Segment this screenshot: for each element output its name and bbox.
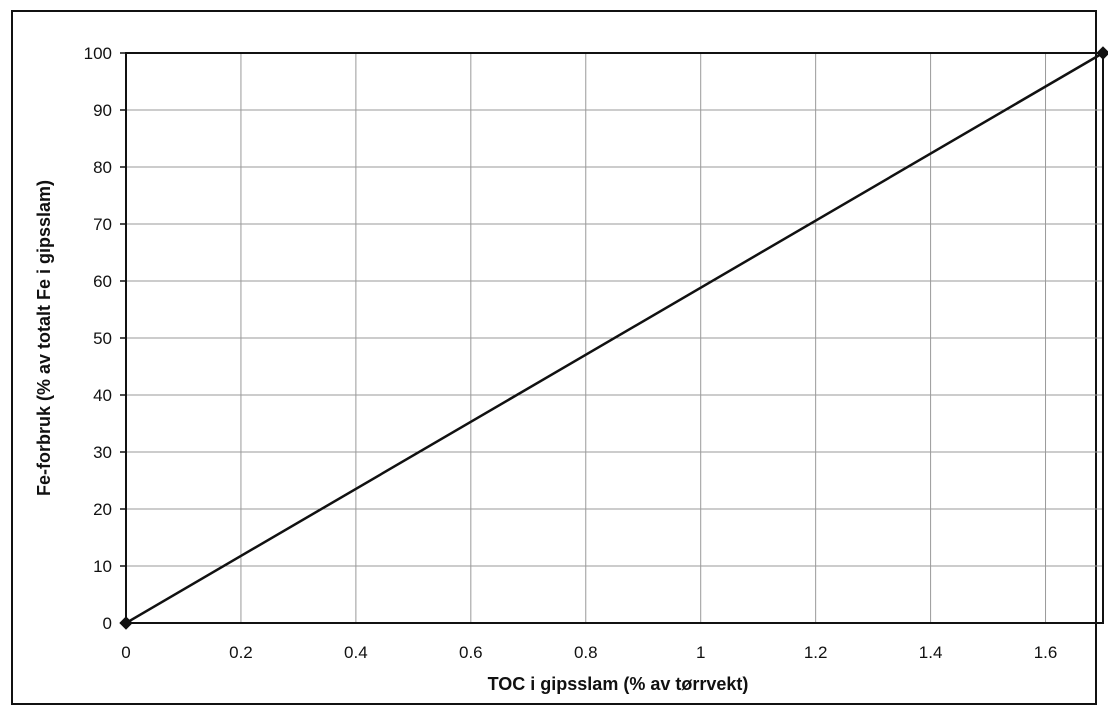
- y-tick-label: 100: [84, 44, 112, 63]
- y-tick-label: 40: [93, 386, 112, 405]
- chart-frame: [11, 10, 1097, 705]
- y-tick-label: 10: [93, 557, 112, 576]
- y-axis-title: Fe-forbruk (% av totalt Fe i gipsslam): [34, 180, 54, 496]
- x-tick-label: 1.2: [804, 643, 828, 662]
- series-line: [125, 51, 1104, 625]
- x-tick-label: 0.2: [229, 643, 253, 662]
- x-tick-label: 0: [121, 643, 130, 662]
- y-tick-label: 70: [93, 215, 112, 234]
- y-tick-label: 30: [93, 443, 112, 462]
- x-tick-labels: 0 0.2 0.4 0.6 0.8 1 1.2 1.4 1.6: [121, 643, 1057, 662]
- y-tick-label: 0: [103, 614, 112, 633]
- x-tick-label: 0.4: [344, 643, 368, 662]
- y-tick-label: 20: [93, 500, 112, 519]
- y-tick-label: 60: [93, 272, 112, 291]
- data-point-marker: [119, 616, 133, 630]
- y-tick-label: 90: [93, 101, 112, 120]
- x-tick-label: 0.8: [574, 643, 598, 662]
- plot-area-border: [125, 52, 1104, 624]
- x-tick-label: 1: [696, 643, 705, 662]
- y-tick-label: 80: [93, 158, 112, 177]
- y-tick-label: 50: [93, 329, 112, 348]
- series-layer: [119, 46, 1108, 630]
- x-tick-label: 1.4: [919, 643, 943, 662]
- data-point-marker: [1096, 46, 1108, 60]
- y-tick-labels: 0 10 20 30 40 50 60 70 80 90 100: [84, 44, 112, 633]
- x-tick-label: 0.6: [459, 643, 483, 662]
- x-tick-label: 1.6: [1034, 643, 1058, 662]
- x-axis-title: TOC i gipsslam (% av tørrvekt): [488, 674, 749, 694]
